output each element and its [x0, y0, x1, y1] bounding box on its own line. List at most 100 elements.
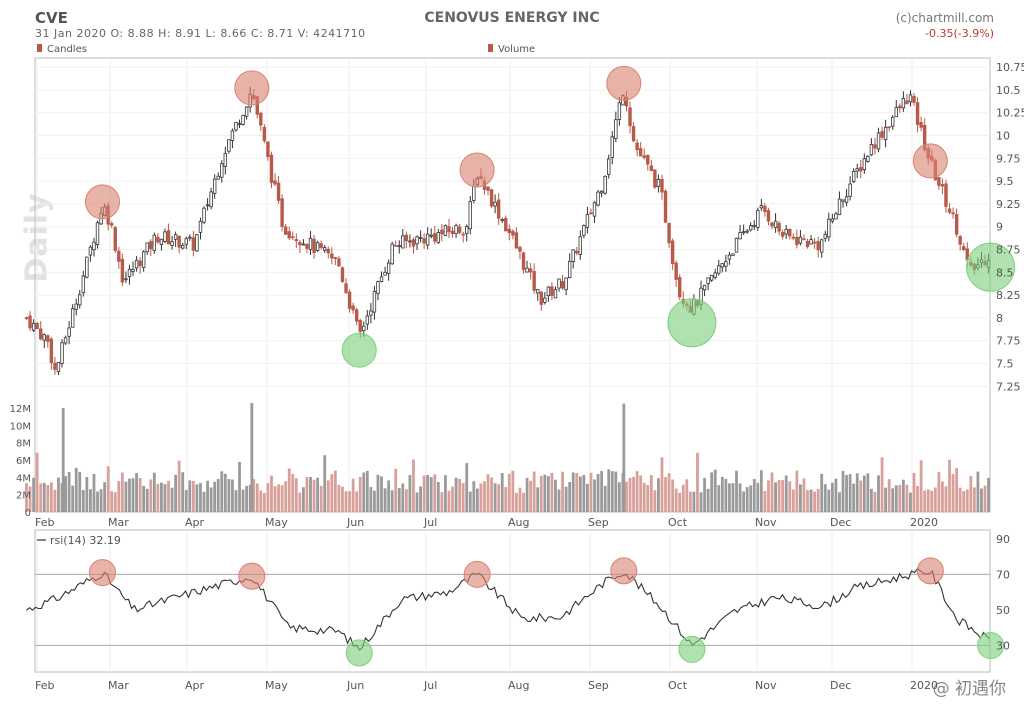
volume-bar: [241, 489, 245, 512]
candle-body: [891, 116, 895, 127]
volume-bar: [35, 452, 39, 512]
volume-bar: [71, 485, 75, 512]
volume-bar: [64, 476, 67, 512]
volume-bar: [273, 486, 277, 512]
volume-bar: [894, 485, 898, 512]
volume-bar: [625, 481, 628, 512]
candle-body: [333, 257, 338, 259]
volume-bar: [42, 482, 46, 512]
x-tick-label: 2020: [910, 516, 938, 529]
volume-bar: [383, 488, 387, 512]
candle-body: [70, 308, 75, 328]
candle-body: [823, 233, 827, 239]
volume-bar: [397, 488, 401, 512]
volume-bar: [557, 489, 561, 512]
candle-body: [454, 225, 458, 235]
price-tick-label: 8.25: [996, 289, 1021, 302]
volume-bar: [791, 489, 795, 512]
candle-body: [315, 242, 320, 251]
price-tick-label: 10.5: [996, 84, 1021, 97]
volume-bar: [539, 475, 543, 512]
volume-bar: [245, 485, 249, 512]
volume-bar: [962, 491, 966, 512]
volume-bar: [880, 457, 884, 512]
candle-body: [749, 225, 753, 231]
volume-bar: [341, 486, 344, 512]
volume-bar: [958, 487, 962, 512]
candle-body: [269, 154, 274, 183]
volume-bar: [128, 478, 131, 512]
rsi-tick-label: 70: [996, 568, 1010, 581]
volume-bar: [752, 479, 756, 512]
volume-bar: [568, 482, 572, 512]
candle-body: [550, 286, 554, 297]
x-tick-label: Sep: [588, 516, 609, 529]
volume-bar: [479, 483, 483, 512]
candle-body: [901, 98, 906, 109]
volume-legend-swatch: [488, 44, 493, 52]
candle-body: [795, 236, 799, 246]
volume-bar: [784, 475, 788, 512]
x-tick-label: Aug: [508, 679, 529, 692]
volume-tick-label: 10M: [10, 421, 31, 432]
candle-body: [330, 253, 334, 259]
candle-body: [564, 277, 568, 290]
candle-body: [880, 131, 884, 138]
candle-body: [873, 144, 877, 149]
volume-bar: [838, 492, 841, 512]
volume-bar: [955, 467, 959, 512]
candle-body: [500, 219, 504, 222]
volume-bar: [646, 484, 650, 512]
volume-bar: [294, 478, 298, 512]
volume-bar: [866, 473, 870, 512]
price-tick-label: 7.5: [996, 358, 1014, 371]
candle-body: [784, 228, 788, 235]
volume-bar: [223, 473, 227, 512]
volume-bar: [206, 480, 209, 512]
price-tick-label: 9.25: [996, 198, 1021, 211]
candle-body: [425, 233, 430, 246]
volume-bar: [710, 472, 714, 512]
candle-body: [560, 281, 565, 289]
candle-body: [205, 204, 210, 207]
candle-body: [915, 102, 920, 125]
candle-body: [170, 241, 174, 246]
volume-bar: [483, 481, 486, 512]
top-rsi-marker: [916, 557, 944, 585]
candle-body: [894, 107, 898, 118]
volume-bar: [657, 478, 660, 512]
volume-bar: [373, 490, 376, 512]
volume-bar: [394, 468, 398, 512]
source-credit: (c)chartmill.com: [895, 11, 994, 25]
candle-body: [702, 284, 707, 291]
x-tick-label: Jul: [423, 516, 437, 529]
candle-body: [962, 246, 966, 250]
candle-body: [756, 210, 760, 228]
volume-bar: [692, 491, 696, 512]
candle-body: [567, 260, 572, 278]
volume-bar: [78, 471, 82, 512]
candle-body: [827, 218, 831, 238]
candle-body: [727, 254, 732, 260]
candle-body: [326, 248, 330, 254]
volume-bar: [184, 489, 188, 512]
candle-body: [457, 226, 462, 233]
x-tick-label: Apr: [185, 516, 205, 529]
volume-bar: [99, 489, 103, 512]
candle-body: [145, 242, 149, 253]
candle-body: [443, 225, 448, 236]
volume-tick-label: 0: [25, 508, 31, 519]
candle-body: [656, 179, 661, 187]
candle-body: [947, 208, 952, 213]
candle-body: [635, 142, 639, 151]
volume-bar: [830, 482, 834, 512]
volume-bar: [252, 479, 256, 512]
candle-body: [649, 165, 654, 172]
volume-bar: [213, 481, 217, 512]
candle-body: [124, 278, 128, 281]
volume-bar: [348, 491, 351, 512]
volume-bar: [983, 485, 987, 512]
candle-body: [56, 362, 61, 373]
candle-body: [493, 201, 497, 207]
candle-body: [780, 232, 785, 237]
